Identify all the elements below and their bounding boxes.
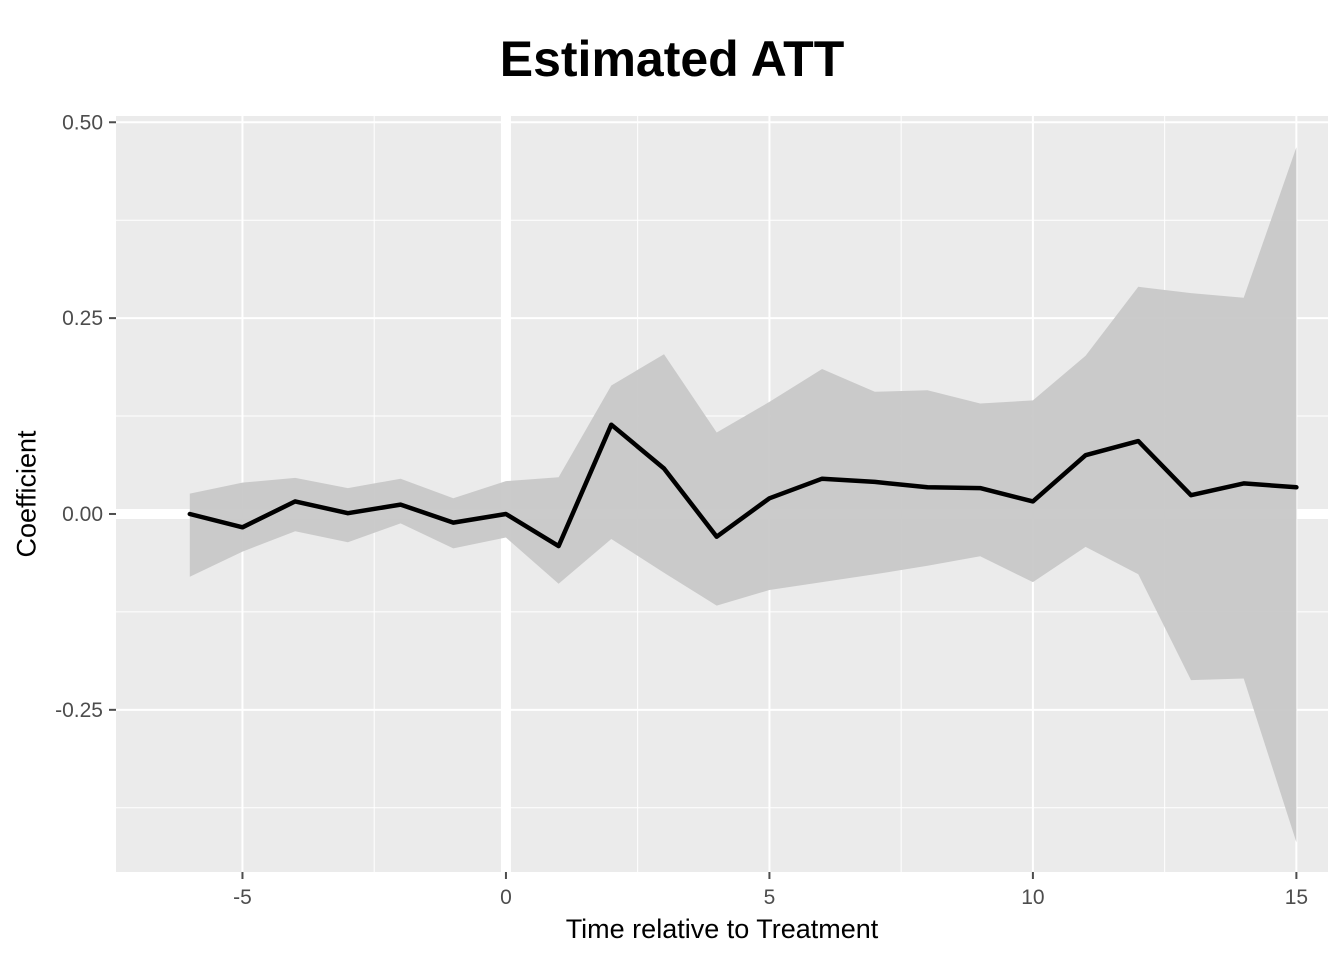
y-tick-label: -0.25 [55,699,103,722]
x-tick-label: -5 [233,886,252,909]
x-axis-label: Time relative to Treatment [565,914,879,944]
x-tick-label: 10 [1021,886,1044,909]
x-tick-label: 15 [1285,886,1308,909]
x-tick-label: 5 [764,886,776,909]
y-tick-label: 0.50 [62,111,103,134]
y-axis-label: Coefficient [11,430,42,558]
y-tick-label: 0.00 [62,503,103,526]
estimate-line-path [187,422,1299,549]
estimate-line [187,422,1299,549]
confidence-ribbon [189,147,1297,843]
chart-title: Estimated ATT [499,31,845,87]
y-tick-label: 0.25 [62,307,103,330]
confidence-band [189,147,1297,843]
axes: -5 0 5 10 15 -0.25 0.00 0.25 0.50 [55,111,1308,909]
x-tick-label: 0 [500,886,512,909]
